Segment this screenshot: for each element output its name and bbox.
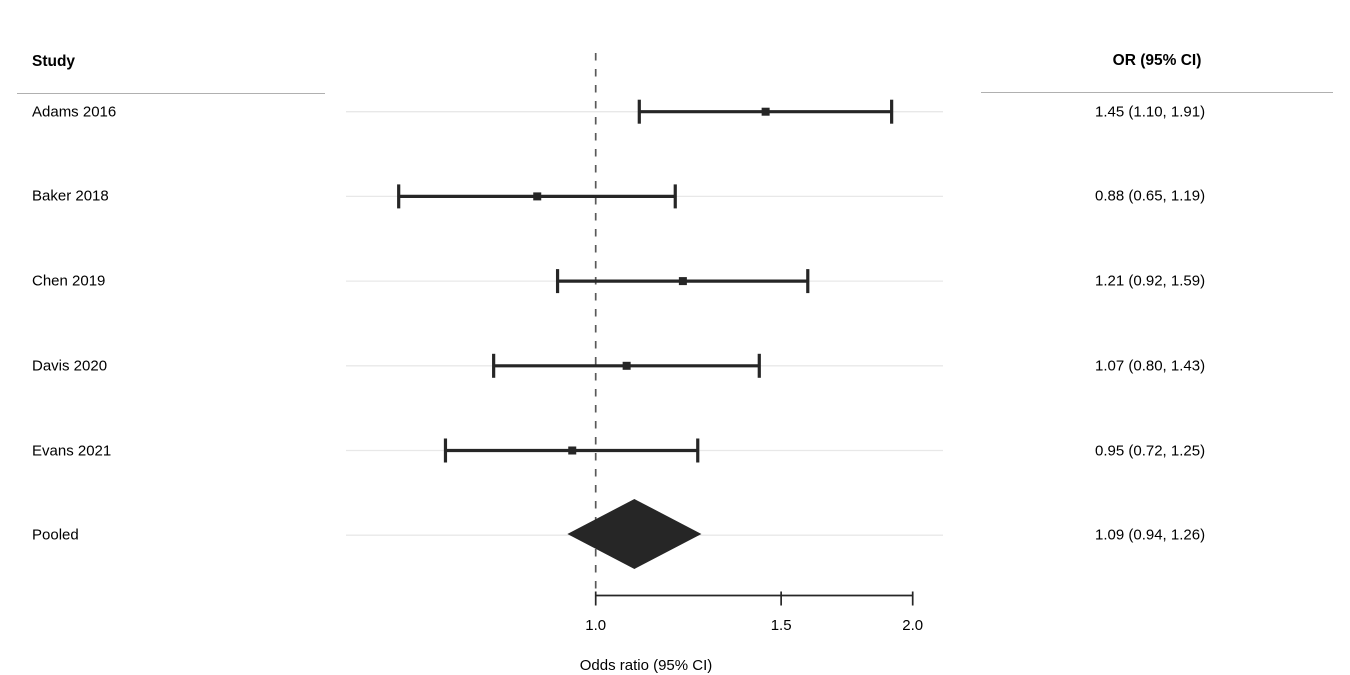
or-value-pooled: 1.09 (0.94, 1.26): [1095, 526, 1206, 544]
study-column-header: Study: [32, 53, 76, 70]
study-label-evans-2021: Evans 2021: [32, 442, 112, 459]
x-axis-tick-label-2.0: 2.0: [902, 617, 923, 634]
study-label-pooled: Pooled: [32, 526, 79, 544]
study-label-baker-2018: Baker 2018: [32, 187, 109, 205]
point-estimate-chen-2019: [678, 277, 687, 286]
or-value-evans-2021: 0.95 (0.72, 1.25): [1095, 442, 1206, 459]
study-label-adams-2016: Adams 2016: [32, 103, 117, 121]
or-value-davis-2020: 1.07 (0.80, 1.43): [1095, 357, 1206, 375]
or-value-adams-2016: 1.45 (1.10, 1.91): [1095, 103, 1206, 121]
or-value-baker-2018: 0.88 (0.65, 1.19): [1095, 187, 1206, 205]
or-value-chen-2019: 1.21 (0.92, 1.59): [1095, 272, 1206, 290]
pooled-diamond: [567, 499, 702, 569]
right-header-rule: [981, 92, 1333, 93]
point-estimate-davis-2020: [622, 361, 631, 370]
point-estimate-evans-2021: [568, 446, 577, 455]
point-estimate-adams-2016: [761, 107, 770, 116]
study-label-davis-2020: Davis 2020: [32, 357, 108, 375]
or-column-header: OR (95% CI): [1112, 52, 1202, 69]
left-header-rule: [17, 93, 325, 94]
x-axis-tick-label-1.0: 1.0: [585, 617, 606, 634]
study-label-chen-2019: Chen 2019: [32, 272, 106, 290]
x-axis-tick-label-1.5: 1.5: [771, 617, 792, 634]
point-estimate-baker-2018: [533, 192, 542, 201]
x-axis-title: Odds ratio (95% CI): [579, 657, 713, 674]
